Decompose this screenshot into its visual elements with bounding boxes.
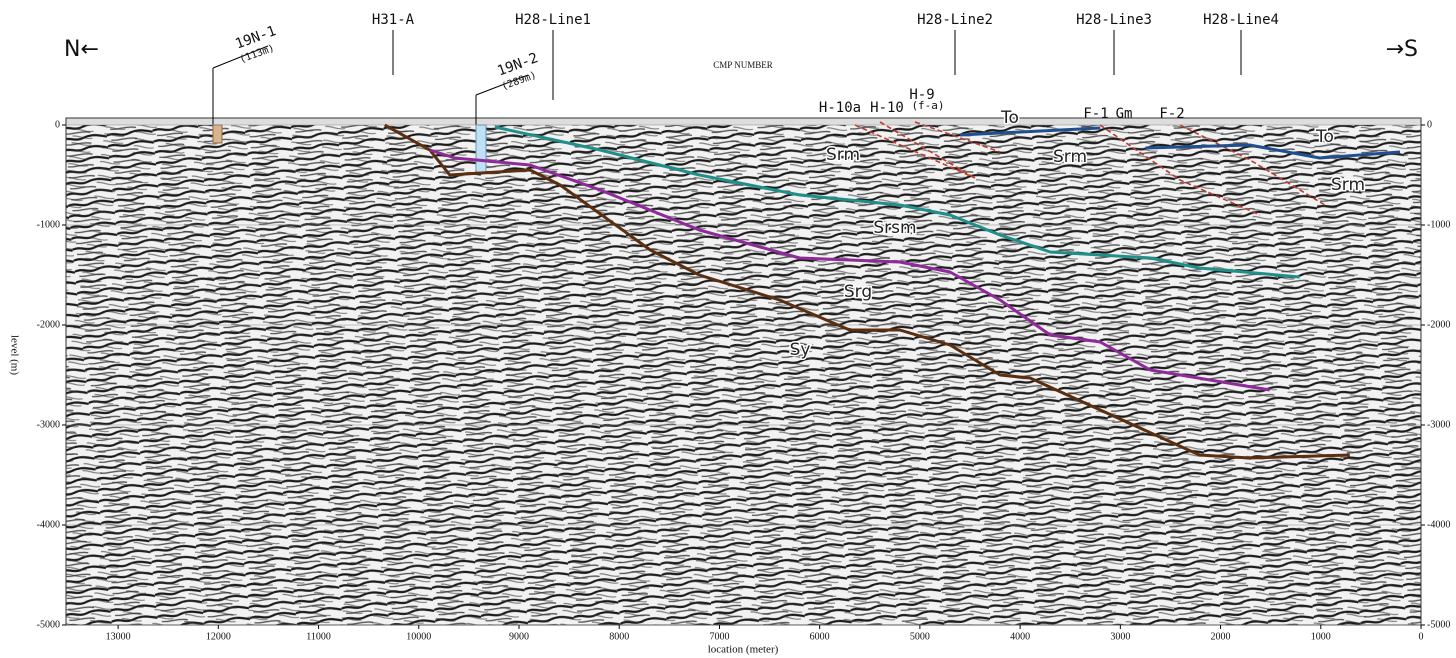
fault-label: H-9 — [909, 87, 934, 103]
direction-north: N← — [64, 37, 99, 62]
y-tick-label: -2000 — [37, 319, 60, 330]
horizon-line — [429, 148, 1270, 392]
fault-label: H-10 — [870, 100, 904, 116]
x-tick-label: 2000 — [1211, 631, 1231, 642]
y-tick-label: -3000 — [37, 419, 60, 430]
x-tick-label: 9000 — [509, 631, 529, 642]
unit-label: Srm — [826, 145, 860, 165]
horizon-line — [383, 123, 1350, 460]
horizon-line — [959, 126, 1401, 160]
x-tick-label: 5000 — [910, 631, 930, 642]
fault-label: (f-a) — [911, 99, 944, 112]
x-tick-label: 0 — [1419, 631, 1424, 642]
x-tick-label: 10000 — [406, 631, 431, 642]
x-tick-label: 7000 — [709, 631, 729, 642]
y-tick-label: -5000 — [1427, 619, 1450, 630]
x-tick-label: 12000 — [206, 631, 231, 642]
y-tick-label: -1000 — [37, 219, 60, 230]
fault-label: F-2 — [1159, 106, 1184, 122]
horizon-label: Srsm — [873, 218, 916, 238]
x-tick-label: 4000 — [1010, 631, 1030, 642]
y-tick-label: 0 — [55, 119, 60, 130]
x-tick-label: 13000 — [106, 631, 131, 642]
line-label: H31-A — [372, 12, 415, 28]
unit-label: Srm — [1053, 147, 1087, 167]
fault-label: Gm — [1116, 106, 1133, 122]
horizon-label: To — [1000, 108, 1019, 128]
x-tick-label: 11000 — [306, 631, 331, 642]
horizon-label: To — [1315, 127, 1334, 147]
x-axis-label: location (meter) — [708, 644, 779, 656]
crossing-lines — [392, 30, 1242, 100]
x-tick-label: 6000 — [810, 631, 830, 642]
direction-south: →S — [1386, 37, 1418, 62]
x-tick-label: 8000 — [609, 631, 629, 642]
horizon-label: Sy — [790, 340, 811, 360]
y-tick-label: -1000 — [1427, 219, 1450, 230]
surface-strip — [66, 118, 1421, 125]
y-tick-label: -5000 — [37, 619, 60, 630]
fault-label: H-10a — [819, 100, 861, 116]
cmp-caption: CMP NUMBER — [713, 60, 772, 70]
line-label: H28-Line4 — [1203, 12, 1279, 28]
y-tick-label: -4000 — [37, 519, 60, 530]
line-label: H28-Line1 — [515, 12, 591, 28]
horizon-line — [494, 125, 1300, 279]
x-tick-label: 1000 — [1311, 631, 1331, 642]
fault-label: F-1 — [1083, 106, 1108, 122]
seismic-texture — [66, 118, 1421, 625]
y-axis-label: level (m) — [8, 335, 20, 375]
horizon-label: Srg — [844, 282, 872, 302]
faults — [854, 121, 1326, 216]
y-tick-label: -2000 — [1427, 319, 1450, 330]
line-label: H28-Line2 — [917, 12, 993, 28]
x-tick-label: 3000 — [1110, 631, 1130, 642]
y-tick-label: -4000 — [1427, 519, 1450, 530]
unit-label: Srm — [1331, 175, 1365, 195]
line-label: H28-Line3 — [1076, 12, 1152, 28]
y-tick-label: 0 — [1427, 119, 1432, 130]
y-tick-label: -3000 — [1427, 419, 1450, 430]
